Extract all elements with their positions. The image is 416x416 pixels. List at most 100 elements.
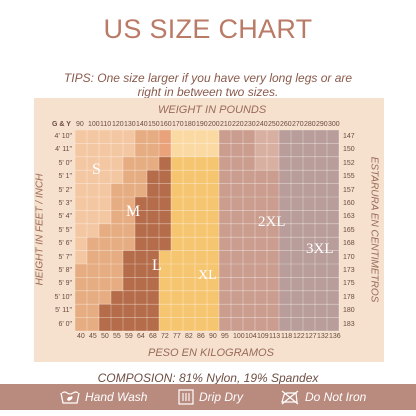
cm-tick: 165 (343, 226, 355, 234)
kg-tick: 95 (221, 333, 229, 340)
cm-tick: 180 (343, 307, 355, 315)
size-label-xl: XL (198, 268, 217, 283)
cm-tick: 155 (343, 173, 355, 181)
cm-tick: 147 (343, 133, 355, 140)
do-not-iron-label: Do Not Iron (305, 390, 367, 404)
cm-tick: 163 (343, 213, 355, 221)
kg-axis-title: PESO EN KILOGRAMOS (148, 347, 274, 359)
pound-tick: 220 (232, 121, 244, 128)
cm-tick: 175 (343, 280, 355, 288)
size-label-3xl: 3XL (306, 241, 334, 257)
kg-tick: 127 (305, 333, 317, 340)
feet-tick: 5' 10" (54, 293, 72, 301)
cm-tick: 152 (343, 159, 355, 167)
cm-tick: 150 (343, 146, 355, 154)
kg-tick: 90 (209, 333, 217, 340)
kg-tick: 132 (317, 333, 329, 340)
kg-tick: 86 (197, 333, 205, 340)
feet-tick: 5' 11" (55, 307, 72, 315)
pound-tick: 200 (208, 121, 220, 128)
cm-tick: 173 (343, 267, 355, 274)
care-hand-wash: Hand Wash (60, 384, 147, 410)
kg-tick: 104 (245, 333, 257, 340)
cm-tick: 178 (343, 293, 355, 301)
care-instructions-bar: Hand Wash Drip Dry Do Not Iron (0, 384, 416, 410)
composition-text: COMPOSION: 81% Nylon, 19% Spandex (97, 371, 319, 385)
kg-tick: 77 (173, 333, 181, 340)
kg-tick: 100 (233, 333, 245, 340)
pound-tick: 270 (292, 121, 304, 128)
kg-tick: 50 (101, 333, 109, 340)
tips-line-1: TIPS: One size larger if you have very l… (63, 71, 353, 85)
hand-wash-label: Hand Wash (85, 390, 148, 404)
cm-tick: 160 (343, 200, 355, 207)
height-axis-title: HEIGHT IN FEET / INCH (34, 173, 46, 286)
pound-tick: 100 (88, 121, 100, 128)
size-label-m: M (126, 203, 141, 220)
feet-tick: 5' 7" (58, 253, 72, 261)
size-label-l: L (152, 257, 162, 274)
kg-tick: 109 (257, 333, 269, 340)
feet-tick: 4' 10" (54, 133, 72, 140)
feet-tick: 5' 0" (58, 159, 72, 167)
care-drip-dry: Drip Dry (178, 384, 243, 410)
pound-tick: 240 (256, 121, 268, 128)
pound-tick: 250 (268, 121, 280, 128)
drip-dry-label: Drip Dry (199, 390, 243, 404)
kg-tick: 55 (113, 333, 121, 340)
cm-tick: 157 (343, 186, 355, 194)
kg-tick: 82 (185, 333, 193, 340)
cm-tick: 168 (343, 240, 355, 248)
size-label-2xl: 2XL (258, 214, 286, 230)
feet-tick: 5' 5" (58, 226, 72, 234)
kg-tick: 40 (77, 333, 85, 340)
pound-tick: 90 (76, 121, 84, 128)
pound-tick: 120 (112, 121, 124, 128)
corner-label: G & Y (52, 121, 71, 128)
drip-dry-icon (178, 389, 194, 405)
weight-axis-title: WEIGHT IN POUNDS (158, 104, 267, 116)
kg-tick: 136 (329, 333, 341, 340)
feet-tick: 5' 6" (58, 240, 72, 248)
tips-line-2: right in between two sizes. (137, 85, 279, 99)
feet-tick: 4' 11" (55, 146, 72, 154)
pound-tick: 290 (316, 121, 328, 128)
pound-tick: 170 (172, 121, 184, 128)
pound-tick: 150 (148, 121, 160, 128)
pound-tick: 130 (124, 121, 136, 128)
feet-tick: 5' 4" (58, 213, 72, 221)
size-label-s: S (92, 161, 101, 178)
care-do-not-iron: Do Not Iron (280, 384, 366, 410)
pound-tick: 230 (244, 121, 256, 128)
kg-tick: 72 (161, 333, 169, 340)
feet-tick: 5' 2" (58, 186, 72, 194)
page-title: US SIZE CHART (103, 14, 313, 44)
pound-tick: 260 (280, 121, 292, 128)
pound-tick: 190 (196, 121, 208, 128)
kg-tick: 64 (137, 333, 145, 340)
pound-tick: 180 (184, 121, 196, 128)
size-grid (75, 130, 340, 332)
cm-axis-title: ESTARURA EN CENTIMETROS (368, 156, 380, 303)
kg-tick: 59 (125, 333, 133, 340)
feet-tick: 6' 0" (58, 320, 72, 328)
hand-wash-icon (60, 391, 80, 404)
pound-tick: 210 (220, 121, 232, 128)
kg-tick: 113 (269, 333, 281, 340)
pound-tick: 140 (136, 121, 148, 128)
kg-tick: 68 (149, 333, 157, 340)
feet-tick: 5' 9" (58, 280, 72, 288)
feet-tick: 5' 1" (58, 173, 72, 181)
pound-tick: 160 (160, 121, 172, 128)
cm-tick: 183 (343, 320, 355, 328)
do-not-iron-icon (281, 390, 299, 405)
kg-tick: 122 (293, 333, 305, 340)
pound-tick: 300 (328, 121, 340, 128)
kg-tick: 45 (89, 333, 97, 340)
pound-tick: 280 (304, 121, 316, 128)
cm-tick: 170 (343, 253, 355, 261)
kg-tick: 118 (281, 333, 293, 340)
feet-tick: 5' 8" (58, 267, 72, 274)
feet-tick: 5' 3" (58, 200, 72, 207)
pound-tick: 110 (100, 121, 112, 128)
